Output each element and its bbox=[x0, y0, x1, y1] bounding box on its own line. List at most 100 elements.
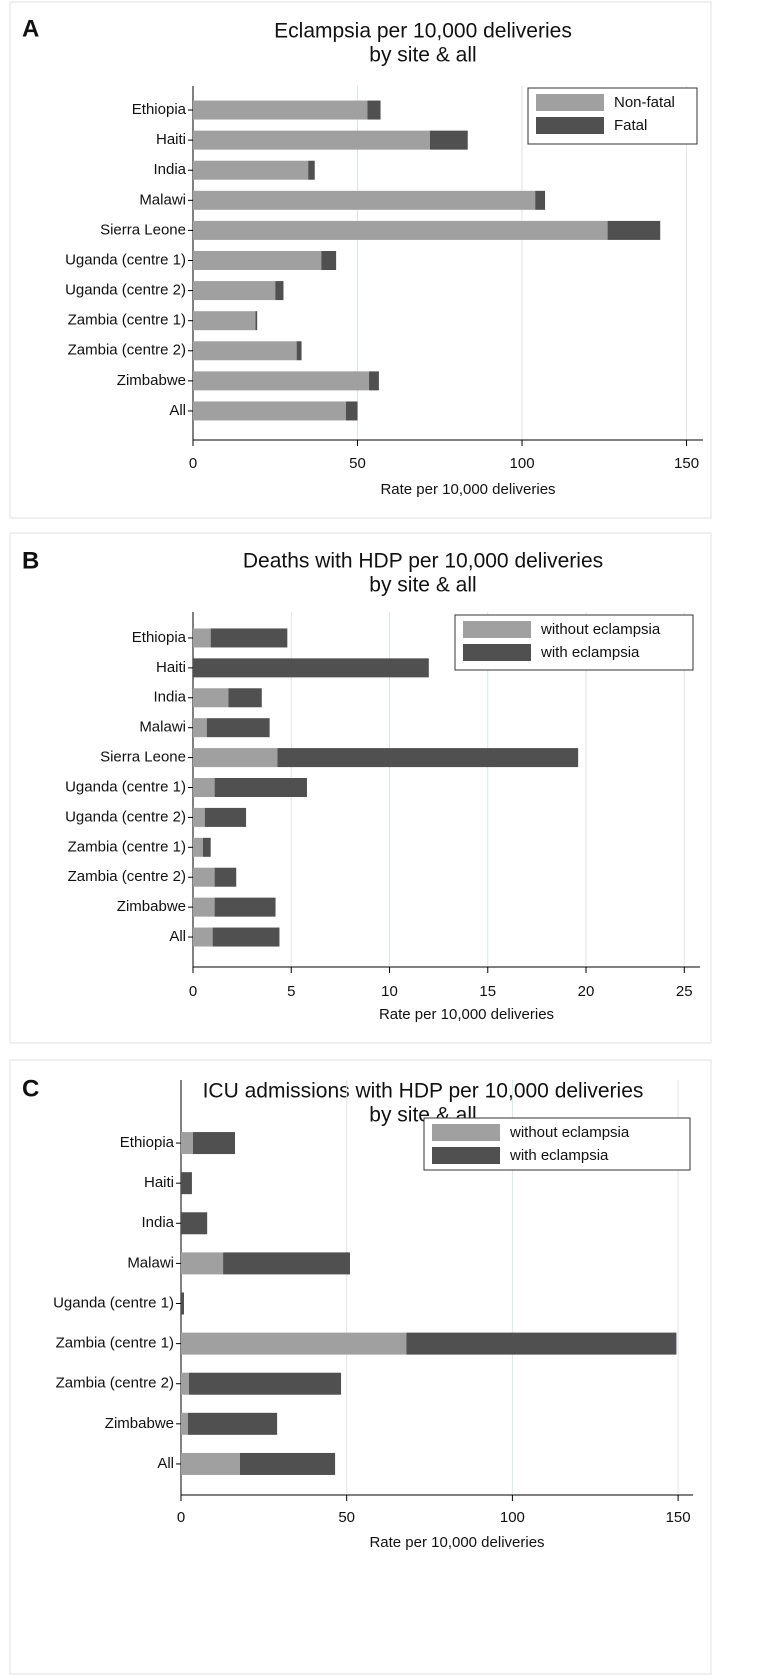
y-tick-label: Zambia (centre 2) bbox=[68, 868, 186, 885]
x-axis-title: Rate per 10,000 deliveries bbox=[379, 1006, 554, 1023]
bar-segment bbox=[181, 1412, 188, 1435]
bar-segment bbox=[181, 1132, 193, 1155]
panel-letter: C bbox=[22, 1075, 39, 1102]
bar-segment bbox=[193, 251, 322, 270]
legend-box bbox=[527, 87, 698, 145]
x-tick-label: 25 bbox=[676, 983, 693, 1000]
y-tick-label: Zambia (centre 2) bbox=[56, 1375, 174, 1392]
bar-segment bbox=[193, 190, 536, 210]
chart-title: ICU admissions with HDP per 10,000 deliv… bbox=[203, 1080, 644, 1103]
bar-segment bbox=[193, 100, 368, 120]
y-tick-label: Uganda (centre 1) bbox=[65, 778, 186, 795]
y-tick-label: Zimbabwe bbox=[117, 372, 186, 389]
bar-segment bbox=[214, 867, 237, 887]
bar-segment bbox=[202, 837, 211, 857]
bar-segment bbox=[193, 927, 213, 947]
chart-title: by site & all bbox=[369, 574, 476, 597]
chart-title: by site & all bbox=[369, 44, 476, 67]
bar-segment bbox=[181, 1332, 407, 1355]
bar-segment bbox=[181, 1292, 184, 1315]
bar-segment bbox=[181, 1172, 192, 1195]
bar-segment bbox=[369, 371, 379, 391]
bar-segment bbox=[321, 251, 337, 270]
bar-segment bbox=[181, 1212, 208, 1235]
y-tick-label: Sierra Leone bbox=[100, 221, 186, 238]
panel-frame bbox=[9, 1, 712, 519]
legend-swatch bbox=[463, 644, 531, 661]
bar-segment bbox=[181, 1252, 224, 1275]
y-tick-label: Malawi bbox=[127, 1254, 174, 1271]
y-tick-label: India bbox=[153, 689, 186, 706]
bar-segment bbox=[193, 718, 207, 738]
x-tick-label: 0 bbox=[189, 455, 197, 472]
bar-segment bbox=[187, 1412, 278, 1435]
legend-label: with eclampsia bbox=[540, 644, 640, 661]
x-tick-label: 5 bbox=[287, 983, 295, 1000]
legend-swatch bbox=[432, 1147, 500, 1164]
y-tick-label: Haiti bbox=[156, 659, 186, 676]
y-tick-label: Ethiopia bbox=[132, 101, 187, 118]
panel-letter: A bbox=[22, 15, 39, 42]
panel-frame bbox=[9, 1059, 712, 1675]
bar-segment bbox=[193, 897, 215, 917]
panel-letter: B bbox=[22, 547, 39, 574]
x-tick-label: 100 bbox=[500, 1509, 525, 1526]
bar-segment bbox=[346, 401, 358, 421]
bar-segment bbox=[406, 1332, 677, 1355]
bar-segment bbox=[193, 837, 203, 857]
legend-swatch bbox=[536, 117, 604, 134]
x-axis-title: Rate per 10,000 deliveries bbox=[369, 1534, 544, 1551]
bar-segment bbox=[214, 778, 307, 797]
bar-segment bbox=[193, 160, 309, 180]
bar-segment bbox=[193, 807, 205, 827]
bar-segment bbox=[193, 867, 215, 887]
bar-segment bbox=[228, 688, 262, 708]
y-tick-label: India bbox=[153, 161, 186, 178]
bar-segment bbox=[188, 1372, 342, 1395]
bar-segment bbox=[535, 190, 546, 210]
y-tick-label: Malawi bbox=[139, 191, 186, 208]
x-tick-label: 50 bbox=[338, 1509, 355, 1526]
y-tick-label: Sierra Leone bbox=[100, 749, 186, 766]
bar-segment bbox=[308, 160, 315, 180]
x-tick-label: 0 bbox=[189, 983, 197, 1000]
x-tick-label: 150 bbox=[666, 1509, 691, 1526]
x-tick-label: 15 bbox=[479, 983, 496, 1000]
bar-segment bbox=[181, 1452, 240, 1475]
y-tick-label: Haiti bbox=[144, 1174, 174, 1191]
legend-label: without eclampsia bbox=[540, 621, 661, 638]
bar-segment bbox=[193, 401, 346, 421]
bar-segment bbox=[193, 220, 608, 240]
legend-swatch bbox=[463, 621, 531, 638]
bar-segment bbox=[193, 778, 215, 797]
y-tick-label: All bbox=[169, 928, 186, 945]
y-tick-label: All bbox=[157, 1455, 174, 1472]
chart-title: Eclampsia per 10,000 deliveries bbox=[274, 20, 572, 43]
x-tick-label: 150 bbox=[674, 455, 699, 472]
x-tick-label: 50 bbox=[349, 455, 366, 472]
legend-label: Non-fatal bbox=[614, 94, 675, 111]
bar-segment bbox=[214, 897, 276, 917]
bar-segment bbox=[212, 927, 280, 947]
bar-segment bbox=[193, 748, 278, 768]
bar-segment bbox=[193, 341, 297, 361]
x-tick-label: 100 bbox=[510, 455, 535, 472]
bar-segment bbox=[607, 220, 661, 240]
legend-label: without eclampsia bbox=[509, 1124, 630, 1141]
bar-segment bbox=[192, 1132, 236, 1155]
legend-swatch bbox=[432, 1124, 500, 1141]
bar-segment bbox=[255, 311, 258, 331]
bar-segment bbox=[193, 628, 211, 648]
y-tick-label: Uganda (centre 2) bbox=[65, 808, 186, 825]
bar-segment bbox=[223, 1252, 351, 1275]
bar-segment bbox=[181, 1372, 189, 1395]
bar-segment bbox=[429, 130, 468, 150]
legend-label: Fatal bbox=[614, 117, 647, 134]
bar-segment bbox=[239, 1452, 336, 1475]
bar-segment bbox=[193, 311, 256, 331]
x-tick-label: 20 bbox=[578, 983, 595, 1000]
bar-segment bbox=[193, 688, 229, 708]
bar-segment bbox=[277, 748, 579, 768]
